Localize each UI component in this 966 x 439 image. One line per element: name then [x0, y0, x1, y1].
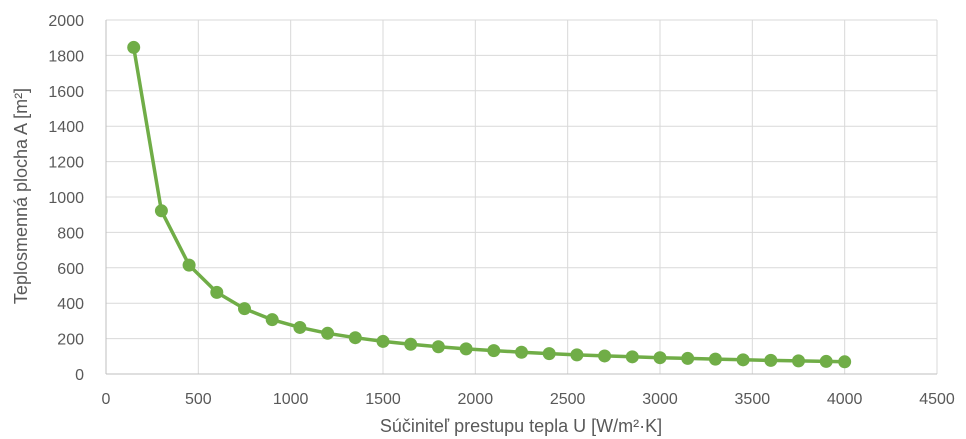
x-tick-label: 4000 [827, 391, 863, 408]
y-tick-labels: 0 200 400 600 800 1000 1200 1400 1600 1800 2000 [48, 13, 84, 384]
data-point [293, 320, 307, 334]
y-tick-label: 1400 [48, 119, 84, 136]
data-point [653, 351, 667, 365]
series-line [131, 47, 845, 364]
data-point [210, 285, 224, 299]
y-tick-label: 200 [57, 332, 84, 349]
series [127, 40, 852, 369]
data-point [404, 337, 418, 351]
data-point [598, 349, 612, 363]
y-tick-label: 1000 [48, 190, 84, 207]
x-tick-labels: 0 500 1000 1500 2000 2500 3000 3500 4000 4500 [102, 391, 955, 408]
y-tick-label: 600 [57, 261, 84, 278]
data-point [431, 340, 445, 354]
y-tick-label: 0 [75, 367, 84, 384]
y-axis-title: Teplosmenná plocha A [m²] [11, 88, 31, 304]
y-tick-label: 1600 [48, 84, 84, 101]
x-tick-label: 3000 [642, 391, 678, 408]
data-point [764, 353, 778, 367]
x-axis-title: Súčiniteľ prestupu tepla U [W/m²·K] [380, 416, 662, 436]
data-point [321, 326, 335, 340]
data-point [681, 351, 695, 365]
data-point [127, 40, 141, 54]
y-tick-label: 800 [57, 225, 84, 242]
data-point [487, 344, 501, 358]
data-point [376, 334, 390, 348]
data-point [736, 353, 750, 367]
data-point [792, 354, 805, 368]
x-tick-label: 3500 [735, 391, 771, 408]
data-point [838, 355, 852, 369]
y-tick-label: 400 [57, 296, 84, 313]
data-point [238, 302, 251, 316]
horizontal-gridlines [106, 19, 937, 340]
y-tick-label: 1200 [48, 155, 84, 172]
data-point [154, 204, 168, 218]
x-tick-label: 2500 [550, 391, 586, 408]
data-point [819, 354, 833, 368]
y-tick-label: 1800 [48, 48, 84, 65]
data-point [542, 347, 556, 361]
data-point [515, 345, 528, 359]
x-tick-label: 1500 [365, 391, 401, 408]
data-point [570, 348, 584, 362]
data-point [265, 313, 279, 327]
data-point [182, 258, 196, 272]
x-tick-label: 1000 [273, 391, 309, 408]
data-point [459, 342, 473, 356]
data-point [625, 350, 639, 364]
x-tick-label: 4500 [919, 391, 955, 408]
x-tick-label: 2000 [458, 391, 494, 408]
data-point [348, 331, 362, 345]
x-tick-label: 500 [185, 391, 212, 408]
x-tick-label: 0 [102, 391, 111, 408]
axes [105, 20, 937, 375]
y-tick-label: 2000 [48, 13, 84, 30]
data-point [708, 352, 722, 366]
